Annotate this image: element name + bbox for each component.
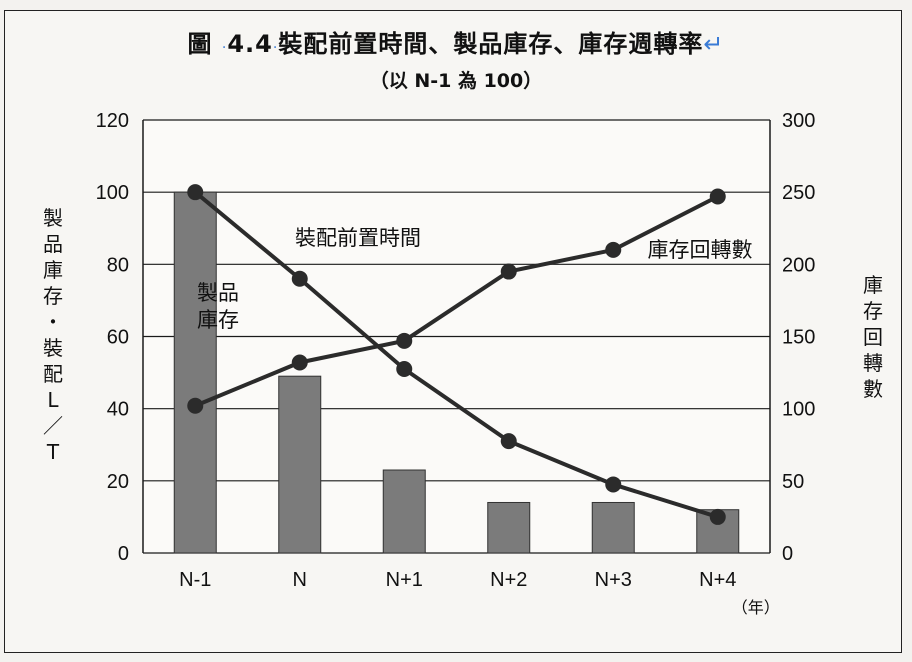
y-right-label: 庫存回轉數 — [863, 273, 883, 401]
line-庫存回轉數 — [194, 194, 719, 408]
title-prefix: 圖 — [187, 30, 213, 58]
bar-製品庫存 — [382, 469, 426, 554]
y-right-tick-label: 200 — [782, 254, 815, 276]
y-right-tick-label: 250 — [782, 182, 815, 204]
point-庫存回轉數 — [291, 354, 308, 371]
title-main: 裝配前置時間、製品庫存、庫存週轉率 — [278, 30, 704, 58]
y-left-tick-label: 0 — [118, 543, 129, 565]
point-庫存回轉數 — [709, 188, 726, 205]
point-裝配前置時間 — [291, 270, 308, 287]
point-庫存回轉數 — [396, 332, 413, 349]
y-right-tick-label: 50 — [782, 471, 804, 493]
return-mark-icon: ↵ — [703, 30, 725, 58]
y-left-label: 製品庫存・裝配 L ／ T — [43, 206, 63, 464]
title-number: 4.4 — [227, 30, 273, 58]
series-label-製品庫存-2: 庫存 — [197, 308, 239, 332]
y-left-tick-label: 100 — [96, 182, 129, 204]
x-unit-label: （年） — [732, 598, 780, 617]
point-庫存回轉數 — [500, 263, 517, 280]
y-left-tick-label: 40 — [107, 399, 129, 421]
figure-title: 圖 ·4.4·裝配前置時間、製品庫存、庫存週轉率↵ — [187, 30, 725, 58]
point-裝配前置時間 — [396, 360, 413, 377]
series-label-製品庫存: 製品 — [197, 281, 239, 305]
y-right-tick-label: 0 — [782, 543, 793, 565]
y-right-tick-label: 300 — [782, 110, 815, 132]
x-tick-label: N+4 — [699, 569, 736, 591]
point-裝配前置時間 — [709, 508, 726, 525]
series-label-庫存回轉數: 庫存回轉數 — [648, 238, 753, 262]
point-庫存回轉數 — [187, 397, 204, 414]
bar-製品庫存 — [591, 501, 635, 554]
point-裝配前置時間 — [605, 476, 622, 493]
y-left-tick-label: 80 — [107, 254, 129, 276]
y-right-tick-label: 100 — [782, 399, 815, 421]
y-left-tick-label: 60 — [107, 327, 129, 349]
y-right-tick-label: 150 — [782, 327, 815, 349]
bar-製品庫存 — [278, 375, 322, 554]
x-tick-label: N — [293, 569, 307, 591]
bar-製品庫存 — [487, 501, 531, 554]
x-tick-label: N+1 — [386, 569, 423, 591]
line-裝配前置時間 — [193, 190, 719, 519]
figure-subtitle: （以 N-1 為 100） — [369, 70, 543, 92]
point-庫存回轉數 — [605, 241, 622, 258]
x-tick-label: N-1 — [179, 569, 211, 591]
x-tick-label: N+3 — [595, 569, 632, 591]
point-裝配前置時間 — [500, 433, 517, 450]
x-tick-label: N+2 — [490, 569, 527, 591]
series-label-裝配前置時間: 裝配前置時間 — [295, 226, 421, 250]
y-left-tick-label: 120 — [96, 110, 129, 132]
y-left-tick-label: 20 — [107, 471, 129, 493]
point-裝配前置時間 — [187, 184, 204, 201]
bar-製品庫存 — [173, 191, 217, 554]
